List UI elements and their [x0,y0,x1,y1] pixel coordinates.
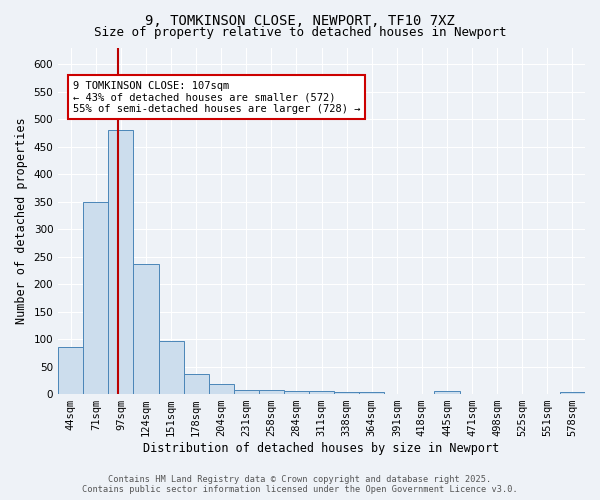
Text: Contains HM Land Registry data © Crown copyright and database right 2025.
Contai: Contains HM Land Registry data © Crown c… [82,474,518,494]
Y-axis label: Number of detached properties: Number of detached properties [15,118,28,324]
Bar [158,340,184,394]
Bar [109,130,133,394]
X-axis label: Distribution of detached houses by size in Newport: Distribution of detached houses by size … [143,442,500,455]
Bar [284,391,309,394]
Bar [359,392,385,394]
Bar [234,390,259,394]
Bar [309,392,334,394]
Text: Size of property relative to detached houses in Newport: Size of property relative to detached ho… [94,26,506,39]
Bar [334,392,359,394]
Bar [83,202,109,394]
Text: 9 TOMKINSON CLOSE: 107sqm
← 43% of detached houses are smaller (572)
55% of semi: 9 TOMKINSON CLOSE: 107sqm ← 43% of detac… [73,80,360,114]
Bar [184,374,209,394]
Bar [560,392,585,394]
Text: 9, TOMKINSON CLOSE, NEWPORT, TF10 7XZ: 9, TOMKINSON CLOSE, NEWPORT, TF10 7XZ [145,14,455,28]
Bar [434,392,460,394]
Bar [58,348,83,394]
Bar [209,384,234,394]
Bar [259,390,284,394]
Bar [133,264,158,394]
